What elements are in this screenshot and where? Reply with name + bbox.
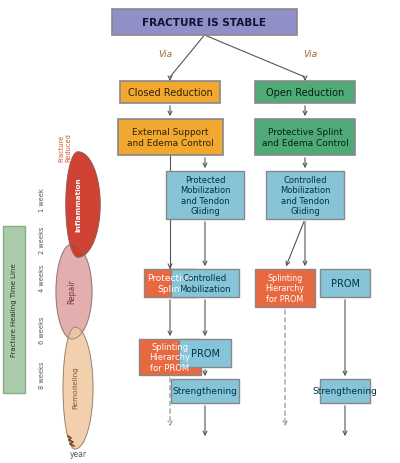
Text: Controlled
Mobilization
and Tendon
Gliding: Controlled Mobilization and Tendon Glidi… bbox=[280, 175, 330, 216]
FancyBboxPatch shape bbox=[120, 82, 220, 104]
FancyBboxPatch shape bbox=[3, 226, 25, 393]
FancyBboxPatch shape bbox=[171, 379, 239, 403]
Polygon shape bbox=[56, 244, 92, 339]
Text: PROM: PROM bbox=[330, 278, 360, 288]
Text: 1 week: 1 week bbox=[39, 188, 45, 212]
FancyBboxPatch shape bbox=[255, 120, 355, 156]
FancyBboxPatch shape bbox=[112, 10, 297, 36]
Text: Remodeling: Remodeling bbox=[72, 366, 78, 408]
Text: Via: Via bbox=[158, 50, 172, 59]
Text: Controlled
Mobilization: Controlled Mobilization bbox=[179, 274, 231, 293]
Text: Closed Reduction: Closed Reduction bbox=[128, 88, 212, 98]
Text: PROM: PROM bbox=[190, 348, 220, 358]
FancyBboxPatch shape bbox=[139, 339, 201, 375]
Text: 4 weeks: 4 weeks bbox=[39, 264, 45, 291]
Text: Protective Splint
and Edema Control: Protective Splint and Edema Control bbox=[262, 128, 348, 147]
FancyBboxPatch shape bbox=[255, 269, 315, 307]
Text: External Support
and Edema Control: External Support and Edema Control bbox=[127, 128, 213, 147]
FancyBboxPatch shape bbox=[118, 120, 222, 156]
Text: Repair: Repair bbox=[68, 279, 76, 304]
FancyBboxPatch shape bbox=[320, 379, 370, 403]
Text: 8 weeks: 8 weeks bbox=[39, 361, 45, 388]
FancyBboxPatch shape bbox=[144, 269, 196, 297]
Text: Fracture Healing Time Line: Fracture Healing Time Line bbox=[11, 263, 17, 357]
FancyBboxPatch shape bbox=[166, 172, 244, 219]
Text: Inflammation: Inflammation bbox=[75, 177, 81, 232]
Text: year: year bbox=[70, 450, 86, 458]
FancyBboxPatch shape bbox=[255, 82, 355, 104]
Text: Protected
Mobilization
and Tendon
Gliding: Protected Mobilization and Tendon Glidin… bbox=[180, 175, 230, 216]
Text: 2 weeks: 2 weeks bbox=[39, 226, 45, 253]
Text: Protective
Splint: Protective Splint bbox=[147, 274, 193, 293]
Text: Splinting
Hierarchy
for PROM: Splinting Hierarchy for PROM bbox=[150, 342, 190, 372]
FancyBboxPatch shape bbox=[266, 172, 344, 219]
Text: Fracture
Reduced: Fracture Reduced bbox=[58, 133, 72, 162]
Text: Strengthening: Strengthening bbox=[312, 387, 378, 396]
Polygon shape bbox=[66, 153, 100, 257]
Text: Strengthening: Strengthening bbox=[172, 387, 238, 396]
Text: Splinting
Hierarchy
for PROM: Splinting Hierarchy for PROM bbox=[266, 274, 304, 303]
Text: 6 weeks: 6 weeks bbox=[39, 316, 45, 343]
FancyBboxPatch shape bbox=[171, 269, 239, 297]
Polygon shape bbox=[63, 327, 93, 449]
FancyBboxPatch shape bbox=[320, 269, 370, 297]
Text: FRACTURE IS STABLE: FRACTURE IS STABLE bbox=[142, 18, 266, 28]
FancyBboxPatch shape bbox=[179, 339, 231, 367]
Text: Via: Via bbox=[303, 50, 317, 59]
Text: Open Reduction: Open Reduction bbox=[266, 88, 344, 98]
